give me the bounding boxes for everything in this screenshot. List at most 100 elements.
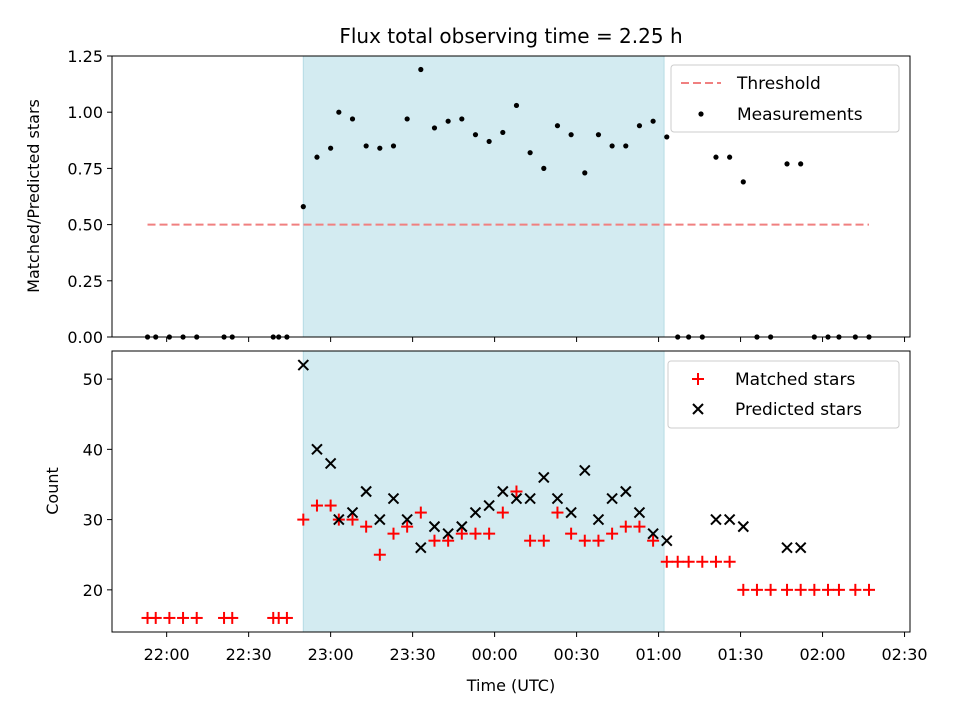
measurement-point [390,143,397,149]
matched-point [469,527,482,540]
matched-point [414,506,427,519]
matched-point [619,520,632,533]
top-legend: Threshold Measurements [670,64,900,133]
matched-point [660,555,673,568]
bottom-x-tick-label: 02:00 [799,645,845,664]
top-series [144,66,872,340]
legend-measurements-swatch [698,111,704,117]
matched-point [360,520,373,533]
predicted-point [565,506,577,519]
predicted-point-b [360,485,372,498]
matched-point [709,555,722,568]
top-y-tick-label: 0.00 [67,328,103,347]
matched-point [387,527,400,540]
matched-point [442,534,455,547]
predicted-point [333,513,345,526]
matched-point [750,583,763,596]
matched-point [647,534,660,547]
top-y-tick-label: 0.50 [67,216,103,235]
bottom-y-axis-label: Count [43,467,62,515]
predicted-point [497,485,509,498]
matched-point [565,527,578,540]
predicted-point [428,520,441,533]
top-y-tick-label: 0.75 [67,159,103,178]
predicted-point-b [794,541,807,554]
matched-point [633,520,646,533]
predicted-point-b [538,471,550,484]
predicted-point [374,513,386,526]
matched-point [496,506,509,519]
predicted-point [538,471,550,484]
matched-point [428,534,441,547]
predicted-point-b [428,520,441,533]
measurement-point [568,132,574,138]
measurement-point [554,123,561,129]
matched-point [832,583,845,596]
predicted-point [346,506,359,519]
matched-point [310,499,323,512]
matched-point [226,611,239,624]
measurement-point [784,161,790,167]
matched-point [781,583,794,596]
x-axis-label: Time (UTC) [466,676,555,695]
predicted-point [647,527,659,540]
predicted-point [737,520,750,533]
predicted-point-b [606,492,618,505]
matched-point [401,520,414,533]
legend-measurements-label: Measurements [737,105,863,125]
legend-matched-label: Matched stars [735,370,855,390]
bottom-y-ticks: 20 30 40 50 [83,370,112,600]
predicted-point [710,513,722,526]
bottom-x-tick-label: 23:00 [308,645,354,664]
matched-point [177,611,190,624]
top-legend-box [670,64,900,133]
measurement-point [314,154,320,160]
measurement-point [418,66,424,73]
bottom-x-tick-label: 23:30 [390,645,436,664]
measurement-point [740,179,746,185]
matched-point [149,611,162,624]
matched-point [849,583,862,596]
matched-point [592,534,605,547]
measurement-point [445,118,451,124]
top-plot-frame [111,55,911,338]
predicted-point-b [551,492,564,505]
measurement-point [650,118,656,124]
bottom-plot-frame [111,350,911,633]
predicted-point-b [456,520,468,533]
bottom-series [141,359,876,624]
predicted-point [661,534,673,547]
matched-point [324,499,337,512]
predicted-point-b [333,513,345,526]
predicted-point [579,464,591,477]
top-y-tick-label: 1.25 [67,47,103,66]
legend-predicted-swatch [692,403,704,415]
bottom-y-tick-label: 20 [83,581,103,600]
predicted-point [620,485,632,498]
bottom-x-tick-label: 01:00 [636,645,682,664]
measurement-point [636,123,643,129]
top-panel: 0.00 0.25 0.50 0.75 1.00 1.25 Matched/Predict… [24,47,911,347]
predicted-point-b [723,513,736,526]
matched-point [510,485,523,498]
bottom-panel: 20 30 40 50 22:00 22:30 23:00 23:30 00:00 00:30 0… [43,350,928,695]
measurement-point [486,138,492,145]
predicted-point-b [565,506,577,519]
predicted-point-b [497,485,509,498]
predicted-point [324,457,337,470]
predicted-point-b [387,492,400,505]
matched-point [737,583,750,596]
measurement-point [582,170,588,176]
predicted-point [311,443,323,456]
top-y-axis-label: Matched/Predicted stars [24,99,43,293]
measurement-point [541,165,547,171]
matched-point [606,527,619,540]
predicted-point-b [324,457,337,470]
matched-point [190,611,203,624]
bottom-legend-box [667,360,900,429]
predicted-point-b [633,506,646,519]
predicted-point-b [415,541,427,554]
measurement-point [609,143,615,149]
predicted-point-b [483,499,495,512]
matched-point [723,555,736,568]
